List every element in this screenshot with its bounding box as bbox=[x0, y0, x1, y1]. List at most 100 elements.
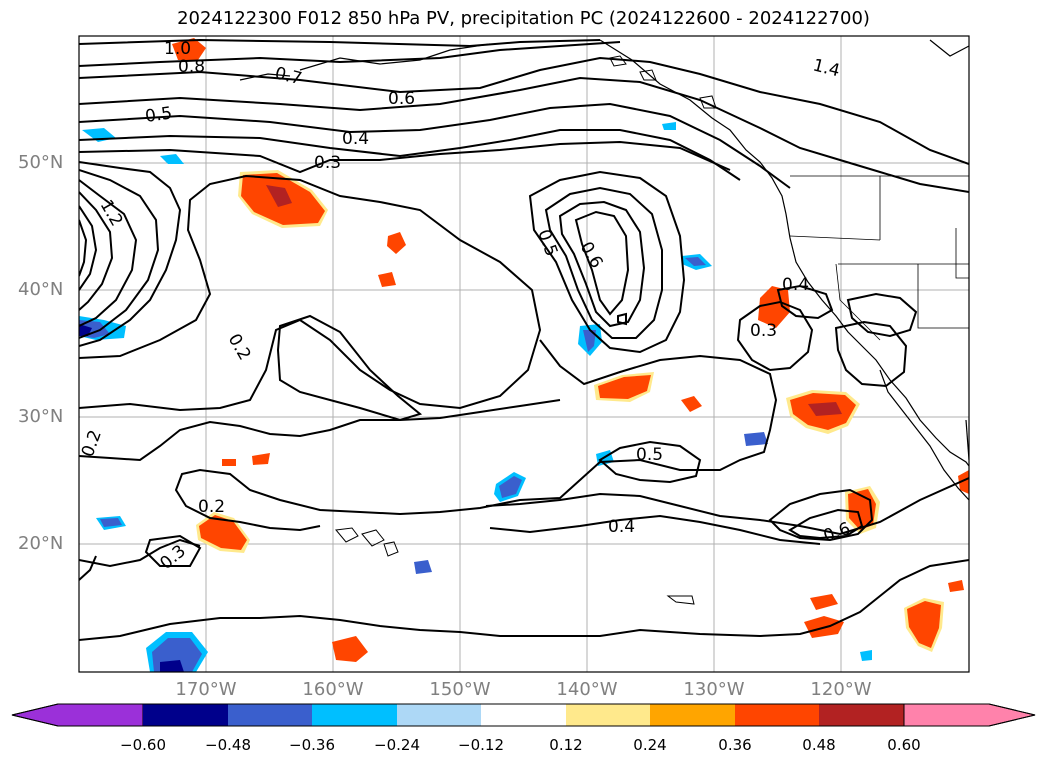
colorbar-segment bbox=[566, 704, 650, 726]
lon-label: 130°W bbox=[683, 679, 745, 700]
contour-line bbox=[79, 161, 182, 347]
precip-patch bbox=[758, 286, 790, 328]
contour-line bbox=[736, 300, 814, 372]
contour-label: 0.4 bbox=[608, 517, 635, 537]
lon-label: 120°W bbox=[810, 679, 872, 700]
contour-line bbox=[79, 102, 791, 189]
contour-line bbox=[788, 508, 864, 540]
colorbar bbox=[11, 703, 1036, 727]
contour-line bbox=[79, 140, 731, 174]
precip-positive-patches bbox=[172, 38, 969, 662]
contour-line bbox=[79, 219, 88, 277]
precip-patch bbox=[199, 515, 247, 550]
contour-label: 0.4 bbox=[782, 275, 809, 295]
lon-label: 140°W bbox=[556, 679, 618, 700]
state-borders bbox=[789, 175, 969, 341]
contour-line bbox=[79, 555, 97, 581]
precip-negative-patches bbox=[79, 122, 872, 672]
lat-label: 40°N bbox=[18, 279, 64, 300]
colorbar-tick: −0.48 bbox=[205, 736, 251, 754]
contour-line bbox=[768, 488, 874, 542]
contour-line bbox=[598, 440, 702, 484]
colorbar-tick: 0.36 bbox=[718, 736, 752, 754]
contour-line bbox=[79, 169, 160, 339]
contour-line bbox=[558, 200, 646, 328]
contour-line bbox=[846, 292, 918, 338]
precip-patch bbox=[907, 601, 941, 648]
precip-patch bbox=[252, 453, 270, 465]
contour-line bbox=[79, 129, 741, 181]
contour-line bbox=[144, 534, 202, 567]
contour-line bbox=[79, 174, 542, 412]
plot-frame bbox=[78, 35, 970, 673]
contour-line bbox=[79, 56, 969, 165]
precip-patch bbox=[332, 636, 368, 662]
colorbar-tick: 0.12 bbox=[549, 736, 583, 754]
contour-line bbox=[485, 477, 969, 536]
contour-line bbox=[79, 538, 201, 568]
precip-patch bbox=[100, 518, 122, 527]
colorbar-tick: 0.24 bbox=[633, 736, 667, 754]
contour-line bbox=[79, 399, 561, 462]
contour-line bbox=[174, 339, 778, 532]
precip-patch bbox=[222, 459, 236, 466]
precip-patch bbox=[387, 232, 406, 254]
precip-patch bbox=[681, 396, 702, 412]
contour-label: 0.8 bbox=[178, 57, 205, 77]
contour-label: 0.5 bbox=[144, 103, 174, 127]
contour-label: 0.3 bbox=[750, 321, 777, 341]
lat-label: 20°N bbox=[18, 533, 64, 554]
plot-area bbox=[79, 36, 969, 672]
contour-line bbox=[489, 514, 821, 545]
contour-line bbox=[544, 186, 663, 339]
contour-line bbox=[79, 76, 969, 193]
precip-patch bbox=[598, 375, 651, 399]
contour-label: 0.3 bbox=[314, 153, 341, 173]
lat-label: 30°N bbox=[18, 406, 64, 427]
contour-label: 0.2 bbox=[198, 497, 225, 517]
contour-line bbox=[574, 210, 630, 316]
precip-patch bbox=[160, 154, 184, 164]
contour-line bbox=[79, 559, 969, 641]
contour-line bbox=[776, 284, 834, 320]
colorbar-extend-high bbox=[903, 703, 1036, 727]
colorbar-tick: −0.12 bbox=[458, 736, 504, 754]
contour-line bbox=[834, 320, 908, 388]
lon-label: 170°W bbox=[175, 679, 237, 700]
colorbar-segment bbox=[735, 704, 819, 726]
precip-patch bbox=[378, 272, 396, 287]
plot-title: 2024122300 F012 850 hPa PV, precipitatio… bbox=[177, 8, 870, 29]
precip-patch bbox=[499, 476, 522, 498]
precip-patch bbox=[662, 122, 676, 130]
colorbar-tick: 0.48 bbox=[802, 736, 836, 754]
contour-label: 0.5 bbox=[636, 445, 663, 465]
contour-line bbox=[617, 312, 627, 326]
contour-line bbox=[79, 191, 114, 311]
precip-patch bbox=[583, 330, 596, 352]
colorbar-segment bbox=[397, 704, 481, 726]
precip-patch bbox=[810, 594, 838, 610]
precip-patch bbox=[744, 432, 768, 446]
contour-label: 0.4 bbox=[342, 129, 369, 149]
contour-label: 1.0 bbox=[164, 39, 191, 59]
contour-line bbox=[79, 41, 621, 67]
precip-patch bbox=[266, 185, 292, 207]
precip-patch bbox=[860, 650, 872, 661]
colorbar-tick: 0.60 bbox=[887, 736, 921, 754]
contour-line bbox=[79, 179, 138, 327]
colorbar-extend-low bbox=[11, 703, 144, 727]
contour-line bbox=[79, 205, 98, 291]
colorbar-segment bbox=[650, 704, 735, 726]
colorbar-segment bbox=[481, 704, 566, 726]
precip-patch bbox=[414, 560, 432, 574]
contour-label: 0.6 bbox=[388, 89, 415, 109]
colorbar-segment bbox=[819, 704, 904, 726]
colorbar-segment bbox=[228, 704, 312, 726]
colorbar-segment bbox=[312, 704, 397, 726]
colorbar-tick: −0.60 bbox=[120, 736, 166, 754]
precip-patch bbox=[172, 38, 206, 60]
lat-label: 50°N bbox=[18, 152, 64, 173]
precip-patch bbox=[160, 660, 184, 672]
contour-line bbox=[79, 38, 601, 48]
